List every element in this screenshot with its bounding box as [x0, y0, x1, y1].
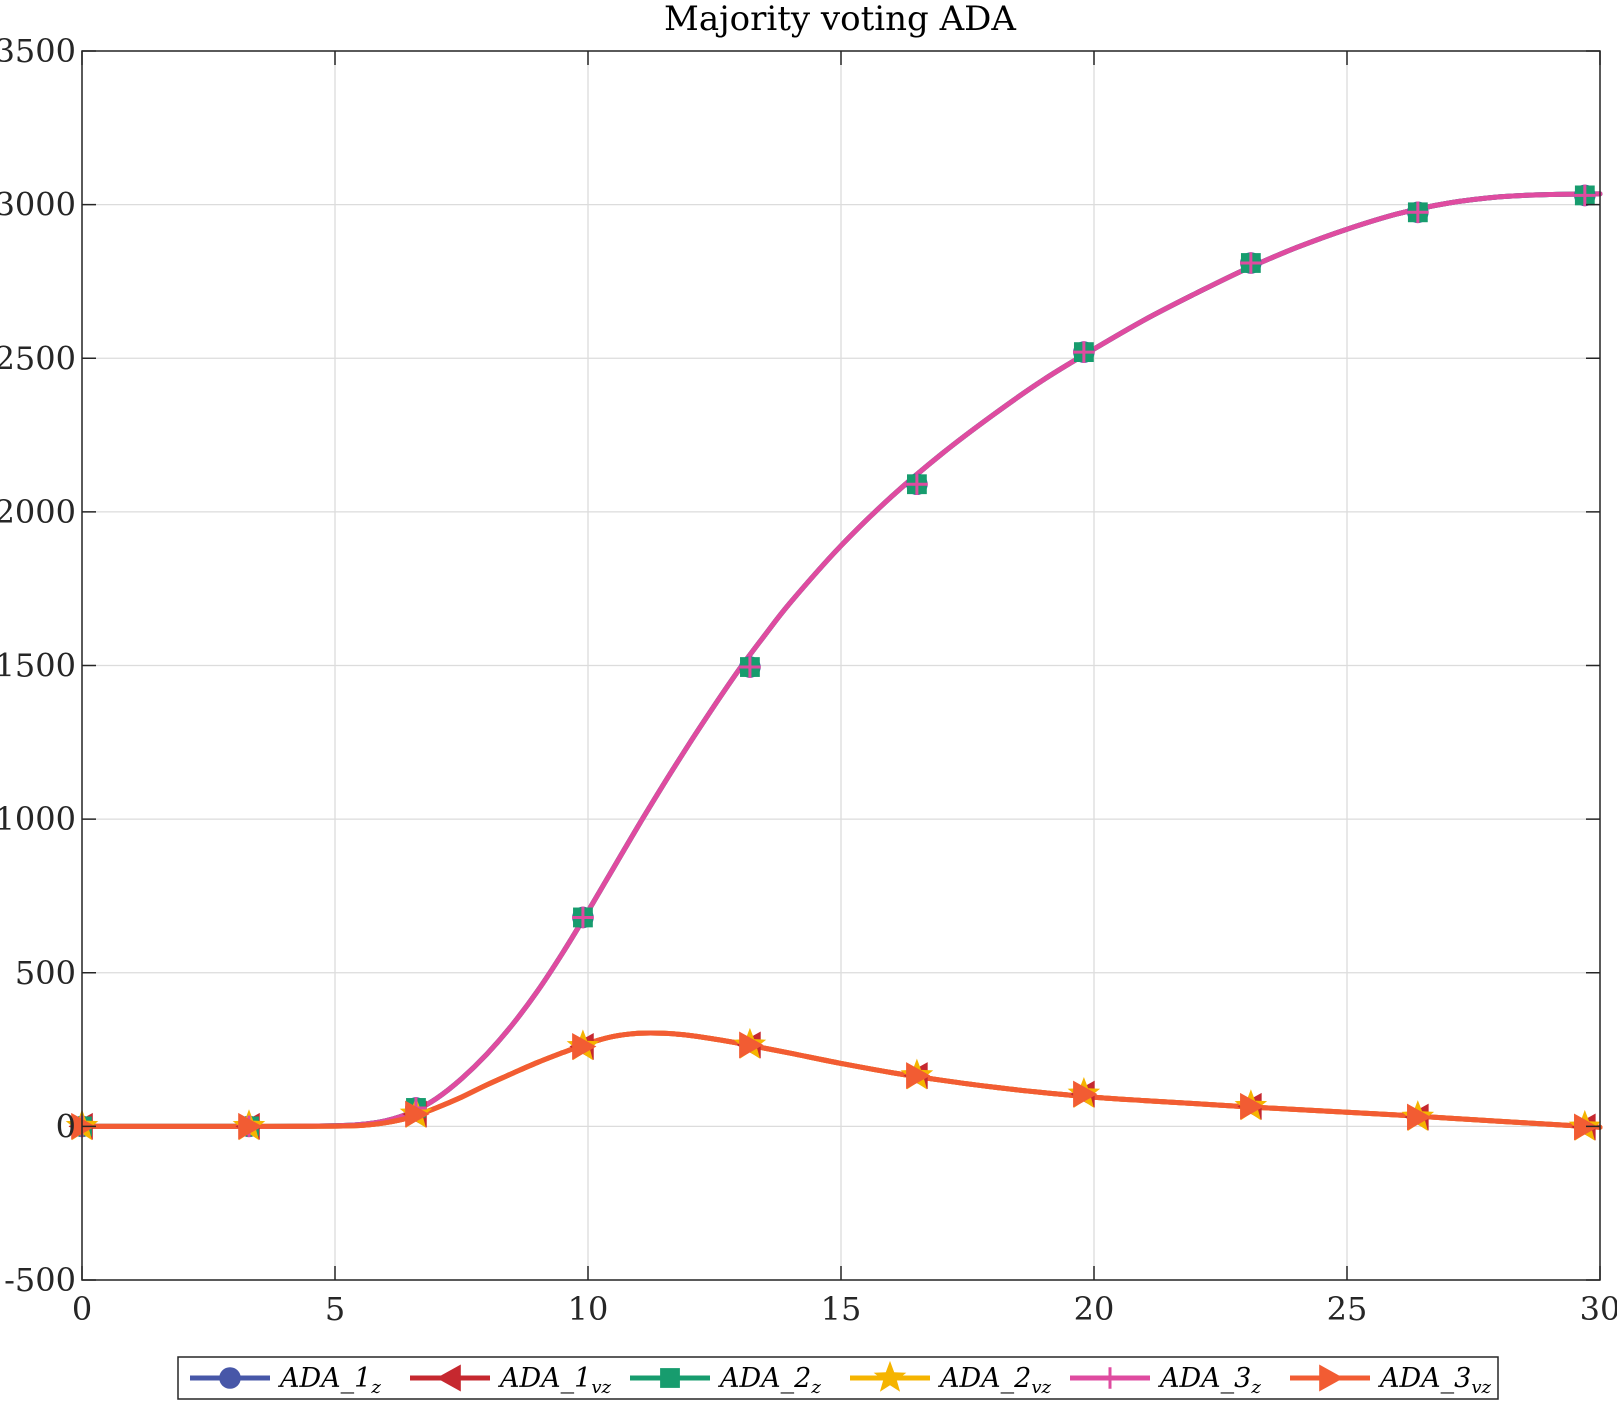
- y-tick-label: 500: [15, 954, 76, 992]
- legend-label: ADA_1z: [277, 1363, 381, 1398]
- legend-label: ADA_3vz: [1377, 1363, 1491, 1398]
- x-tick-label: 15: [821, 1290, 862, 1328]
- chart-title: Majority voting ADA: [664, 0, 1016, 39]
- data-point-4: [572, 906, 594, 929]
- x-tick-label: 10: [568, 1290, 609, 1328]
- y-tick-label: 2000: [0, 493, 76, 531]
- legend-swatch-marker: [1099, 1367, 1121, 1389]
- x-tick-label: 0: [72, 1290, 92, 1328]
- y-tick-label: 2500: [0, 339, 76, 377]
- axis-ticks: 0 5 10 15 20 25 30-500050010001500200025003000…: [0, 32, 1617, 1328]
- data-point-4: [1407, 201, 1429, 224]
- legend-swatch-marker: [1319, 1364, 1344, 1392]
- x-tick-label: 20: [1074, 1290, 1115, 1328]
- data-point-5: [405, 1100, 430, 1128]
- legend-swatch-marker: [219, 1367, 241, 1389]
- y-tick-label: 1000: [0, 800, 76, 838]
- data-point-5: [906, 1062, 931, 1090]
- x-tick-label: 25: [1327, 1290, 1368, 1328]
- legend-label: ADA_2vz: [937, 1363, 1051, 1398]
- data-point-5: [1240, 1092, 1265, 1120]
- legend-box: [177, 1356, 1499, 1400]
- legend-swatch-marker: [873, 1360, 907, 1392]
- data-point-5: [1407, 1103, 1432, 1131]
- legend-label: ADA_1vz: [497, 1363, 611, 1398]
- legend: ADA_1z ADA_1vz ADA_2z ADA_2vz ADA_3z ADA_3vz: [177, 1356, 1499, 1400]
- legend-label: ADA_3z: [1157, 1363, 1261, 1398]
- data-point-5: [572, 1032, 597, 1060]
- data-point-4: [1574, 184, 1596, 207]
- x-tick-label: 30: [1580, 1290, 1617, 1328]
- y-tick-label: 0: [56, 1107, 76, 1145]
- series-line-5: [79, 1030, 1603, 1130]
- y-tick-label: 3000: [0, 186, 76, 224]
- y-tick-label: 3500: [0, 32, 76, 70]
- data-point-4: [906, 473, 928, 496]
- series-curves: [79, 191, 1603, 1130]
- legend-label: ADA_2z: [717, 1363, 821, 1398]
- legend-swatch-marker: [436, 1364, 461, 1392]
- y-tick-label: 1500: [0, 647, 76, 685]
- data-point-5: [238, 1112, 263, 1140]
- data-point-4: [1240, 252, 1262, 274]
- legend-swatch-marker: [660, 1368, 680, 1388]
- series-markers: [65, 184, 1602, 1141]
- data-point-5: [1073, 1080, 1098, 1108]
- grid-lines: [81, 50, 1601, 1281]
- data-point-4: [1073, 341, 1095, 363]
- y-tick-label: -500: [4, 1261, 76, 1299]
- x-tick-label: 5: [325, 1290, 345, 1328]
- data-point-5: [739, 1031, 764, 1059]
- data-point-4: [739, 656, 761, 678]
